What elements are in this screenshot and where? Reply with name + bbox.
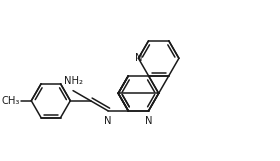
Text: NH₂: NH₂ — [64, 76, 83, 86]
Text: N: N — [135, 53, 142, 63]
Text: CH₃: CH₃ — [1, 96, 19, 106]
Text: N: N — [145, 116, 152, 126]
Text: N: N — [104, 116, 112, 126]
